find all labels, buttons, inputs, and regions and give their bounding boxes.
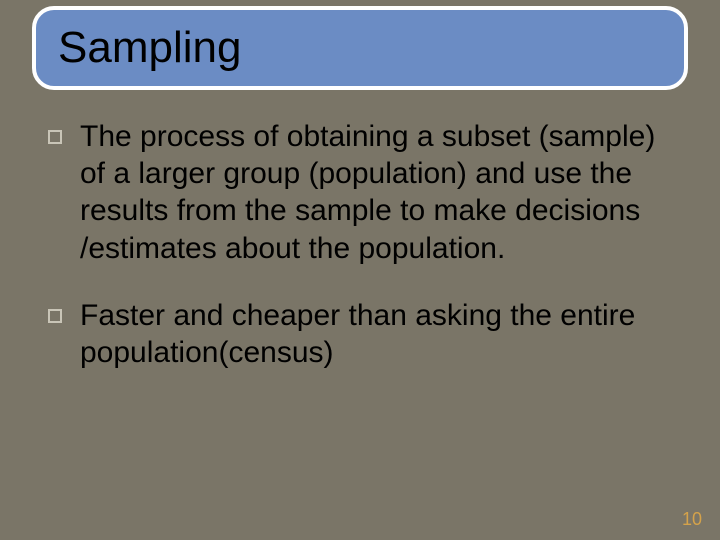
bullet-item: The process of obtaining a subset (sampl… [48,118,680,267]
slide-body: The process of obtaining a subset (sampl… [48,118,680,401]
title-bar: Sampling [32,6,688,90]
bullet-text: The process of obtaining a subset (sampl… [80,118,680,267]
page-number: 10 [682,509,702,530]
bullet-item: Faster and cheaper than asking the entir… [48,297,680,371]
square-bullet-icon [48,130,62,144]
bullet-text: Faster and cheaper than asking the entir… [80,297,680,371]
square-bullet-icon [48,309,62,323]
slide-title: Sampling [58,23,241,73]
